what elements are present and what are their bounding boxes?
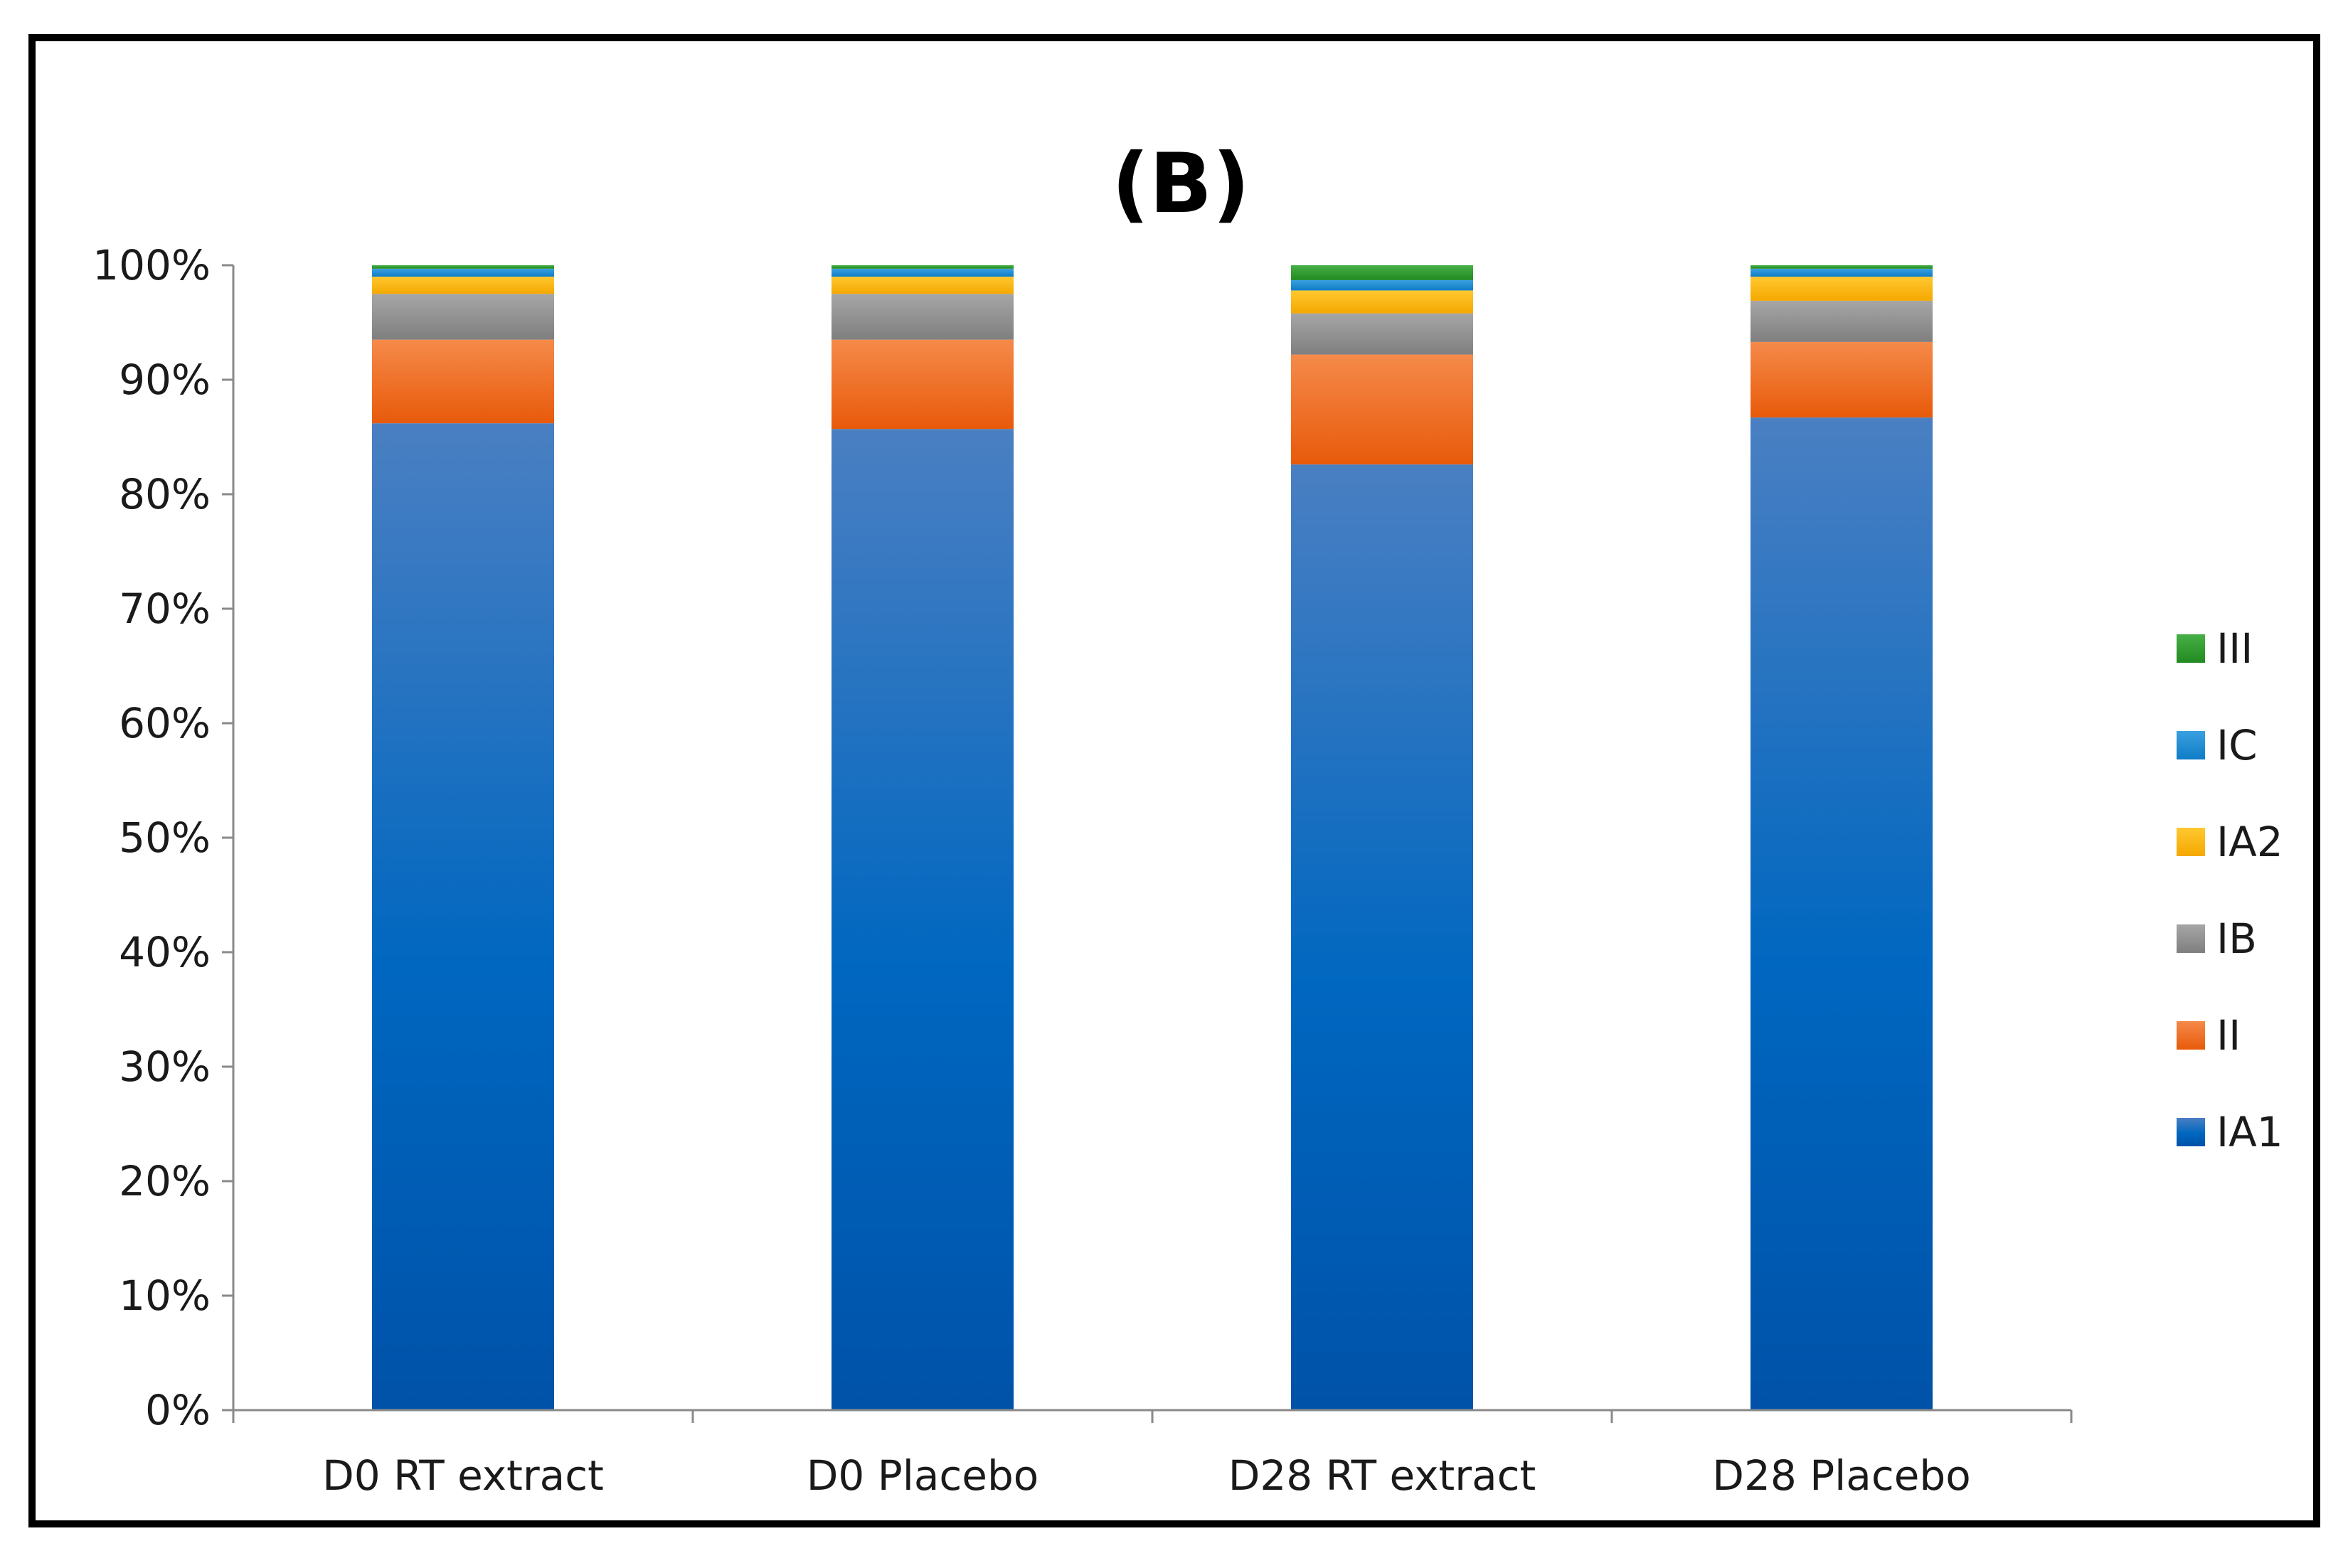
legend-label: II: [2216, 1011, 2241, 1060]
bar-segment: [1291, 265, 1473, 280]
legend-swatch: [2177, 1118, 2205, 1146]
legend-label: IC: [2216, 721, 2258, 769]
bar-segment: [1291, 313, 1473, 355]
legend-label: III: [2216, 624, 2253, 673]
legend-label: IA2: [2216, 818, 2283, 866]
bar-segment: [832, 339, 1014, 430]
y-tick-label: 90%: [119, 356, 211, 404]
y-tick-label: 0%: [145, 1386, 211, 1434]
bar-segment: [372, 268, 554, 277]
stacked-bar-chart: (B) 0% 10% 20% 30% 40% 50% 60% 70% 80% 90% 100% D0…: [92, 136, 2283, 1500]
bar-segment: [832, 265, 1014, 269]
y-tick-label: 80%: [119, 470, 211, 518]
legend-swatch: [2177, 828, 2205, 856]
y-axis: 0% 10% 20% 30% 40% 50% 60% 70% 80% 90% 100%: [92, 241, 235, 1434]
legend-swatch: [2177, 731, 2205, 759]
bar-segment: [832, 268, 1014, 277]
legend-label: IA1: [2216, 1108, 2283, 1156]
bar-segment: [1751, 341, 1933, 418]
bar-segment: [1291, 290, 1473, 314]
legend-swatch: [2177, 924, 2205, 953]
bar-segment: [1751, 417, 1933, 1410]
bar-segment: [372, 277, 554, 294]
legend: III IC IA2 IB II IA1: [2177, 624, 2283, 1156]
y-tick-label: 50%: [119, 814, 211, 862]
bar-segment: [372, 423, 554, 1411]
x-tick-label: D0 Placebo: [807, 1451, 1039, 1500]
y-tick-label: 70%: [119, 585, 211, 633]
x-axis: D0 RT extract D0 Placebo D28 RT extract D28…: [232, 1409, 2073, 1500]
y-tick-label: 30%: [119, 1042, 211, 1091]
bar-segment: [832, 429, 1014, 1410]
legend-swatch: [2177, 634, 2205, 663]
chart-title: (B): [1112, 136, 1250, 232]
bar-segment: [832, 277, 1014, 294]
y-tick-label: 60%: [119, 699, 211, 747]
chart-frame: (B) 0% 10% 20% 30% 40% 50% 60% 70% 80% 90% 100% D0…: [28, 34, 2320, 1527]
bar-segment: [1751, 277, 1933, 301]
bar-segment: [1291, 464, 1473, 1410]
y-tick-label: 10%: [119, 1271, 211, 1320]
bar-segment: [372, 294, 554, 340]
x-tick-label: D0 RT extract: [322, 1451, 604, 1500]
bar-segment: [372, 339, 554, 424]
y-tick-label: 40%: [119, 928, 211, 976]
x-tick-label: D28 RT extract: [1228, 1451, 1536, 1500]
bar-segment: [1751, 268, 1933, 277]
bar-segment: [1751, 300, 1933, 342]
bar-segment: [372, 265, 554, 269]
y-tick-label: 100%: [92, 241, 211, 289]
legend-swatch: [2177, 1021, 2205, 1050]
bar-segment: [1291, 279, 1473, 291]
bars: [372, 265, 1933, 1411]
bar-segment: [832, 294, 1014, 340]
y-tick-label: 20%: [119, 1157, 211, 1205]
x-tick-label: D28 Placebo: [1712, 1451, 1970, 1500]
legend-label: IB: [2216, 914, 2257, 963]
bar-segment: [1291, 354, 1473, 465]
bar-segment: [1751, 265, 1933, 269]
